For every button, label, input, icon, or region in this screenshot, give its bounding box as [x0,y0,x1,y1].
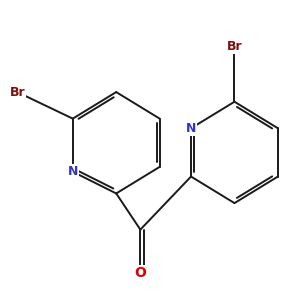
Text: Br: Br [227,40,242,53]
Text: Br: Br [9,85,25,99]
Text: O: O [134,266,146,280]
Text: N: N [186,122,196,135]
Text: N: N [68,165,78,178]
